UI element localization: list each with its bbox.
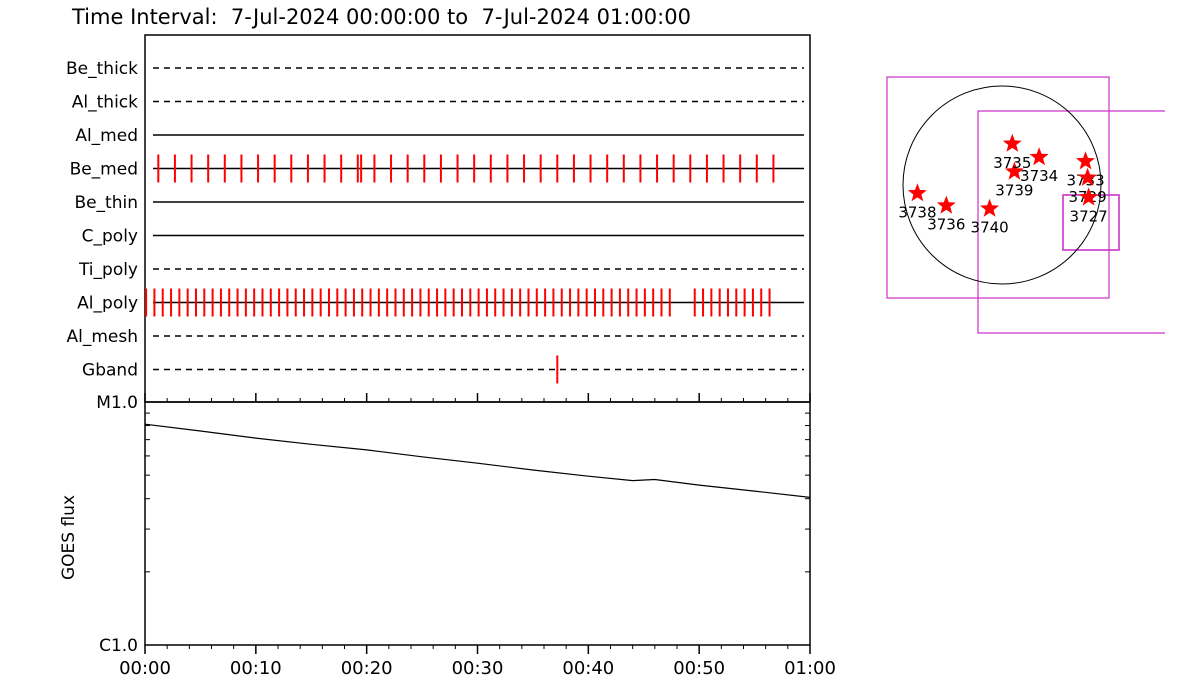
active-region-label: 3740 xyxy=(971,219,1009,237)
x-tick-label: 00:10 xyxy=(230,658,282,679)
active-region-label: 3727 xyxy=(1070,207,1108,225)
fov-box xyxy=(977,110,1165,334)
chart-title: Time Interval: 7-Jul-2024 00:00:00 to 7-… xyxy=(71,5,691,29)
row-label: Al_med xyxy=(75,126,138,146)
active-region-label: 3735 xyxy=(993,154,1031,172)
goes-flux-line xyxy=(144,423,811,498)
x-tick-label: 00:20 xyxy=(341,658,393,679)
goes-frame xyxy=(144,401,811,646)
active-region-star xyxy=(1078,167,1098,186)
active-region-star xyxy=(1004,161,1024,180)
row-label: Al_thick xyxy=(72,93,138,113)
active-region-label: 3738 xyxy=(898,203,936,221)
row-label: Be_thick xyxy=(66,59,138,79)
active-region-star xyxy=(1029,147,1049,166)
x-tick-label: 00:40 xyxy=(562,658,614,679)
row-label: Be_med xyxy=(70,160,138,180)
row-label: Be_thin xyxy=(74,193,138,213)
active-region-star xyxy=(1002,133,1022,152)
active-region-star xyxy=(1079,187,1099,206)
x-tick-label: 00:00 xyxy=(119,658,171,679)
goes-panel: 00:00 00:10 00:20 00:30 00:40 00:50 01:00 M1.0 C… xyxy=(59,393,836,679)
active-region-label: 3739 xyxy=(995,182,1033,200)
solar-limb xyxy=(902,85,1102,285)
active-region-label: 3736 xyxy=(927,216,965,234)
x-tick-label: 01:00 xyxy=(784,658,836,679)
y-axis-title: GOES flux xyxy=(59,495,79,580)
x-tick-label: 00:30 xyxy=(452,658,504,679)
row-label: Ti_poly xyxy=(78,260,138,280)
active-region-star xyxy=(980,198,1000,217)
fov-box xyxy=(886,76,1110,299)
active-region-label: 3734 xyxy=(1020,167,1058,185)
timeline-frame xyxy=(144,34,811,403)
timeline-panel: Be_thick Al_thick Al_med Be_med Be_thin C_pol… xyxy=(66,34,811,403)
x-tick-label: 00:50 xyxy=(673,658,725,679)
y-tick-label: M1.0 xyxy=(96,393,138,413)
fov-panel: 373837363740373937353734373337293727 xyxy=(886,76,1165,334)
row-label: Al_mesh xyxy=(66,327,138,347)
row-label: C_poly xyxy=(82,227,138,247)
row-label: Al_poly xyxy=(77,294,138,314)
row-label: Gband xyxy=(82,361,138,381)
y-tick-label: C1.0 xyxy=(99,636,138,656)
active-region-star xyxy=(936,195,956,214)
active-region-star xyxy=(1076,151,1095,170)
active-region-star xyxy=(907,183,927,202)
